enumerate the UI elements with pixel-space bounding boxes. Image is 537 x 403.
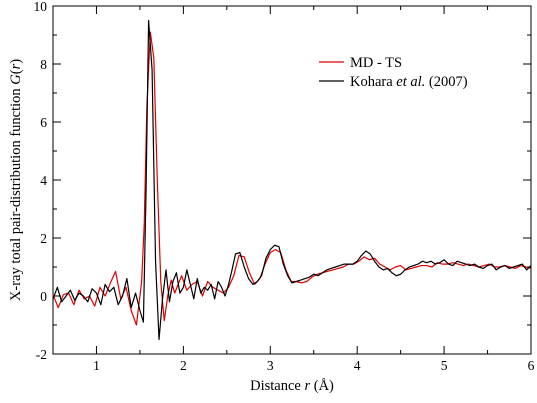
y-axis-title: X-ray total pair-distribution function G…: [8, 59, 24, 301]
x-tick-label: 3: [267, 358, 274, 373]
x-tick-label: 2: [180, 358, 187, 373]
x-tick-label: 5: [441, 358, 448, 373]
y-tick-label: 2: [40, 231, 47, 246]
y-tick-label: -2: [36, 347, 47, 362]
legend-label-md-ts: MD - TS: [350, 55, 402, 71]
y-tick-label: 8: [40, 57, 47, 72]
y-tick-label: 10: [34, 0, 48, 14]
y-tick-label: 6: [40, 115, 47, 130]
x-tick-label: 6: [528, 358, 535, 373]
x-tick-label: 1: [93, 358, 100, 373]
legend: MD - TS Kohara et al. (2007): [319, 55, 468, 90]
series-line-1: [52, 19, 532, 341]
tick-labels: 1 2 3 4 5 6 -2 0 2 4 6 8 10: [34, 0, 535, 373]
x-axis-title: Distance r (Å): [250, 378, 334, 394]
series-lines: [52, 19, 532, 341]
x-tick-label: 4: [354, 358, 361, 373]
y-tick-label: 0: [40, 289, 47, 304]
plot-frame: [52, 5, 532, 355]
y-tick-label: 4: [40, 173, 47, 188]
legend-label-kohara: Kohara et al. (2007): [350, 74, 468, 90]
axis-ticks: [52, 5, 532, 355]
